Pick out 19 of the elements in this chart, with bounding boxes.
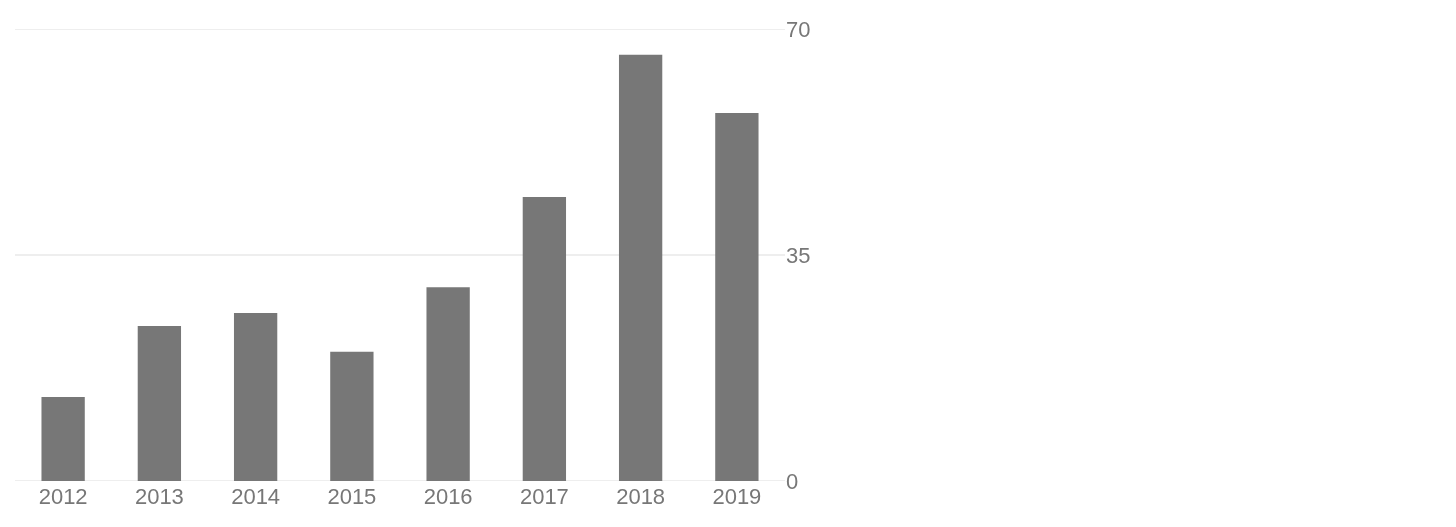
x-tick-label: 2014 <box>231 484 281 509</box>
y-tick-label: 35 <box>786 242 811 268</box>
x-tick-label: 2012 <box>38 484 88 509</box>
bar <box>41 397 85 481</box>
bar <box>522 196 567 481</box>
x-tick-label: 2017 <box>519 484 569 509</box>
bar <box>618 54 663 481</box>
bar <box>137 326 182 481</box>
x-tick-label: 2016 <box>423 484 473 509</box>
bar <box>330 351 374 481</box>
bar <box>426 287 470 481</box>
x-tick-label: 2019 <box>712 484 762 509</box>
y-tick-label: 70 <box>786 16 811 42</box>
y-tick-label: 0 <box>786 468 799 494</box>
bar <box>715 112 759 481</box>
bar <box>233 313 278 481</box>
x-tick-label: 2013 <box>134 484 184 509</box>
x-tick-label: 2018 <box>616 484 666 509</box>
x-tick-label: 2015 <box>327 484 377 509</box>
